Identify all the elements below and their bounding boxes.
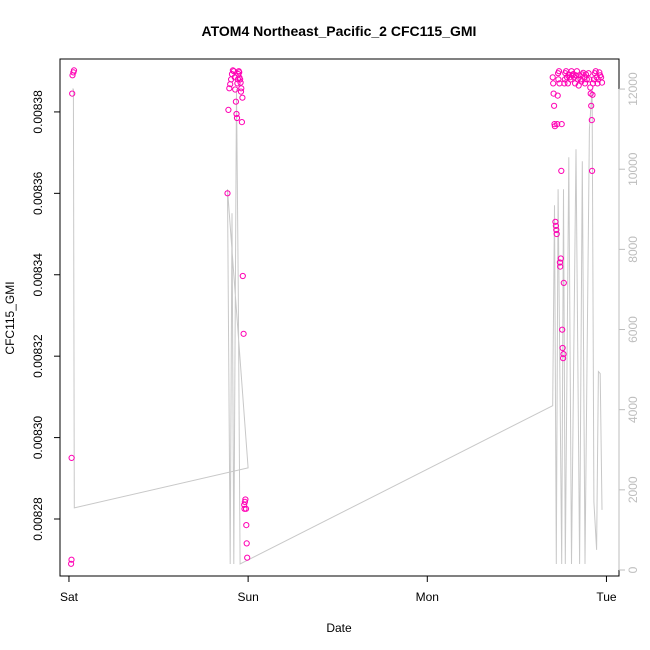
chart-title: ATOM4 Northeast_Pacific_2 CFC115_GMI [202, 23, 477, 39]
data-point [553, 230, 560, 238]
y-tick-label: 0.00836 [31, 171, 45, 215]
data-point [588, 117, 595, 124]
data-point [555, 76, 562, 83]
data-point [556, 259, 564, 266]
x-axis-label: Date [326, 621, 352, 635]
data-point [242, 505, 250, 512]
right-y-axis: 0 2000 4000 6000 8000 10000 12000 [618, 72, 640, 573]
right-y-tick-label: 8000 [626, 236, 640, 263]
data-point [552, 222, 560, 229]
data-point [561, 80, 568, 87]
data-point [560, 351, 567, 358]
y-tick-label: 0.00834 [31, 253, 45, 297]
data-point [232, 98, 239, 105]
y-tick-label: 0.00830 [31, 416, 45, 460]
x-tick-label: Mon [416, 590, 439, 604]
data-point [239, 94, 246, 101]
data-point [594, 80, 601, 87]
data-point [560, 355, 567, 362]
data-point [238, 119, 245, 126]
data-point [244, 554, 251, 561]
data-point [239, 272, 246, 280]
data-point [238, 85, 245, 92]
data-point [233, 114, 241, 122]
data-point [241, 498, 248, 505]
data-point [229, 67, 236, 74]
data-point [68, 556, 75, 563]
data-point [224, 190, 231, 197]
right-y-tick-label: 6000 [626, 316, 640, 343]
y-axis: 0.00828 0.00830 0.00832 0.00834 0.00836 0.008… [31, 90, 61, 541]
right-y-tick-label: 12000 [626, 72, 640, 106]
data-point [68, 560, 75, 567]
data-point [68, 454, 75, 461]
data-point [557, 263, 564, 270]
data-point [550, 80, 557, 87]
x-tick-label: Sat [60, 590, 79, 604]
points-layer [68, 67, 606, 567]
data-point [243, 522, 250, 529]
data-point [555, 68, 563, 75]
data-point [226, 85, 233, 92]
data-point [69, 90, 76, 97]
data-point [232, 86, 239, 93]
right-y-tick-label: 10000 [626, 152, 640, 186]
data-point [592, 68, 599, 75]
data-point [237, 88, 245, 95]
data-point [559, 344, 566, 352]
right-y-tick-label: 4000 [626, 396, 640, 423]
data-point [586, 76, 593, 83]
data-point [225, 106, 232, 114]
data-point [233, 110, 240, 118]
data-point [549, 74, 556, 81]
x-axis: Sat Sun Mon Tue [60, 575, 617, 604]
data-point [569, 72, 576, 79]
data-point [553, 226, 560, 234]
data-point [589, 167, 596, 174]
data-point [558, 167, 565, 174]
data-point [589, 91, 596, 98]
data-point [554, 121, 561, 128]
data-point [557, 255, 564, 262]
right-y-tick-label: 0 [626, 566, 640, 573]
data-point [585, 70, 592, 77]
data-point [583, 76, 590, 83]
y-tick-label: 0.00838 [31, 90, 45, 134]
data-point [589, 80, 597, 87]
data-point [560, 279, 567, 286]
data-point [242, 496, 249, 503]
data-point [70, 67, 78, 74]
data-point [552, 218, 559, 225]
right-y-tick-label: 2000 [626, 476, 640, 503]
data-point [237, 76, 244, 83]
data-point [588, 102, 595, 109]
y-axis-label: CFC115_GMI [3, 281, 17, 354]
y-tick-label: 0.00832 [31, 334, 45, 378]
y-tick-label: 0.00828 [31, 497, 45, 541]
data-point [551, 102, 558, 109]
data-point [559, 326, 566, 333]
x-tick-label: Tue [596, 590, 617, 604]
data-point [554, 92, 561, 99]
data-point [243, 540, 250, 547]
data-point [598, 79, 606, 86]
data-point [558, 121, 565, 128]
data-point [240, 330, 247, 337]
data-point [237, 79, 244, 86]
x-tick-label: Sun [237, 590, 258, 604]
